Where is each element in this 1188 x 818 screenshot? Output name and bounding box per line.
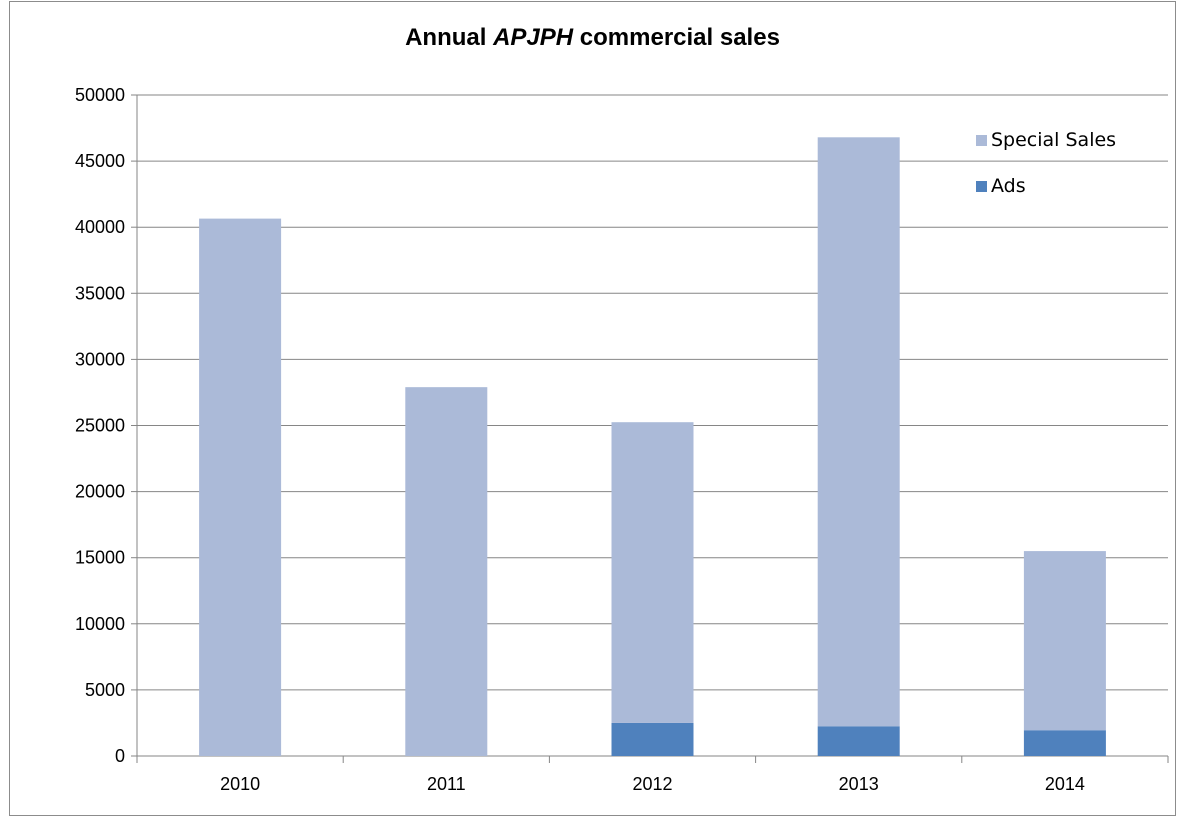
legend-item-special-sales: Special Sales: [976, 125, 1116, 155]
legend-label-ads: Ads: [991, 175, 1026, 197]
bar-ads-2012: [611, 722, 694, 756]
bar-special-sales-2014: [1023, 551, 1106, 731]
y-tick-label: 5000: [85, 680, 125, 700]
legend-item-ads: Ads: [976, 171, 1116, 201]
chart-title-pre: Annual: [405, 24, 494, 51]
chart-title-post: commercial sales: [573, 24, 780, 51]
bar-special-sales-2013: [817, 137, 900, 727]
bar-special-sales-2012: [611, 422, 694, 723]
bar-ads-2014: [1023, 730, 1106, 756]
bar-special-sales-2011: [405, 387, 488, 756]
chart-title: Annual APJPH commercial sales: [9, 24, 1176, 52]
x-tick-label: 2014: [1045, 774, 1085, 794]
y-tick-label: 40000: [75, 217, 125, 237]
x-tick-label: 2010: [220, 774, 260, 794]
y-tick-label: 30000: [75, 349, 125, 369]
y-tick-label: 0: [115, 746, 125, 766]
y-tick-label: 35000: [75, 283, 125, 303]
y-tick-label: 15000: [75, 548, 125, 568]
y-tick-label: 50000: [75, 85, 125, 105]
bar-ads-2013: [817, 726, 900, 756]
bar-special-sales-2010: [199, 218, 282, 756]
legend-label-special-sales: Special Sales: [991, 129, 1117, 151]
y-tick-label: 45000: [75, 151, 125, 171]
legend-swatch-special-sales: [976, 134, 987, 146]
x-tick-label: 2013: [839, 774, 879, 794]
y-tick-label: 25000: [75, 416, 125, 436]
x-tick-label: 2012: [632, 774, 672, 794]
chart-legend: Special Sales Ads: [976, 125, 1116, 217]
chart-title-emphasis: APJPH: [493, 24, 574, 51]
legend-swatch-ads: [976, 180, 987, 192]
y-tick-label: 20000: [75, 482, 125, 502]
x-tick-label: 2011: [427, 774, 466, 794]
y-tick-label: 10000: [75, 614, 125, 634]
